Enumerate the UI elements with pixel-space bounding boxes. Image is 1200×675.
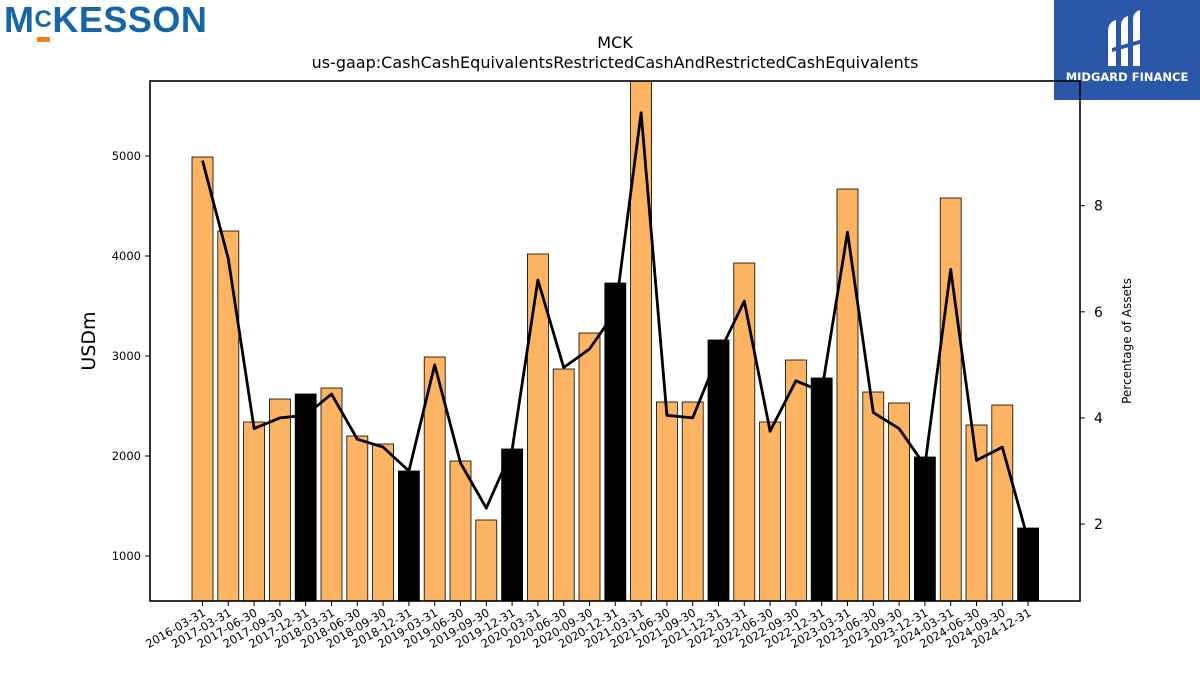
y-tick-label: 2000: [112, 449, 141, 463]
bar-2018-03-31: [320, 387, 343, 602]
bar-2016-03-31: [191, 156, 214, 602]
midgard-finance-logo: MIDGARD FINANCE: [1054, 0, 1200, 100]
y2-tick-label: 8: [1094, 199, 1103, 215]
mckesson-logo-rest: KESSON: [52, 0, 208, 40]
bar-2023-09-30: [888, 402, 910, 602]
bar-2017-09-30: [268, 398, 291, 602]
mckesson-logo: MCKESSON: [4, 0, 208, 42]
y-tick-label: 5000: [112, 149, 141, 163]
bar-2022-06-30: [759, 421, 781, 602]
y2-tick-label: 4: [1094, 411, 1103, 427]
bar-2020-09-30: [578, 332, 601, 602]
bar-2017-06-30: [243, 421, 266, 602]
bar-2018-09-30: [372, 443, 395, 602]
bar-2024-09-30: [991, 404, 1014, 602]
bar-2020-12-31: [604, 282, 627, 602]
bars-group: [191, 80, 1039, 602]
y2-tick-label: 2: [1094, 517, 1103, 533]
bar-2019-12-31: [501, 448, 524, 602]
percentage-line: [201, 111, 1030, 541]
bar-2019-06-30: [449, 460, 472, 602]
y2-tick-label: 6: [1094, 305, 1103, 321]
y2-axis-label: Percentage of Assets: [1120, 278, 1134, 404]
y-axis-label: USDm: [78, 311, 100, 370]
bar-2020-06-30: [552, 368, 575, 602]
y-tick-label: 3000: [112, 349, 141, 363]
line-group: [201, 111, 1030, 541]
mckesson-logo-m: M: [4, 0, 35, 40]
bar-2017-12-31: [294, 393, 317, 602]
chart-title: MCK: [597, 33, 633, 52]
y-tick-label: 1000: [112, 549, 141, 563]
bar-2024-03-31: [939, 197, 962, 602]
y-tick-label: 4000: [112, 249, 141, 263]
bar-2018-12-31: [397, 470, 420, 602]
bar-2023-12-31: [914, 456, 936, 602]
midgard-finance-label: MIDGARD FINANCE: [1065, 70, 1189, 84]
x-axis: 2016-03-312017-03-312017-06-302017-09-30…: [143, 601, 1034, 651]
bar-2023-06-30: [862, 391, 885, 602]
bar-2023-03-31: [836, 188, 859, 602]
bar-2021-09-30: [681, 401, 704, 602]
bar-2017-03-31: [217, 230, 240, 602]
mckesson-logo-c: C: [35, 2, 53, 42]
y-axis-right: 2 4 6 8: [1080, 199, 1103, 533]
bar-2022-12-31: [810, 377, 833, 602]
y-axis-left: 1000 2000 3000 4000 5000: [112, 149, 150, 563]
bar-2021-12-31: [707, 339, 730, 602]
chart-subtitle: us-gaap:CashCashEquivalentsRestrictedCas…: [312, 53, 919, 72]
midgard-emblem-icon: [1108, 10, 1146, 66]
bar-2019-09-30: [475, 519, 498, 602]
bar-2021-06-30: [656, 401, 678, 602]
bar-2018-06-30: [346, 435, 369, 602]
